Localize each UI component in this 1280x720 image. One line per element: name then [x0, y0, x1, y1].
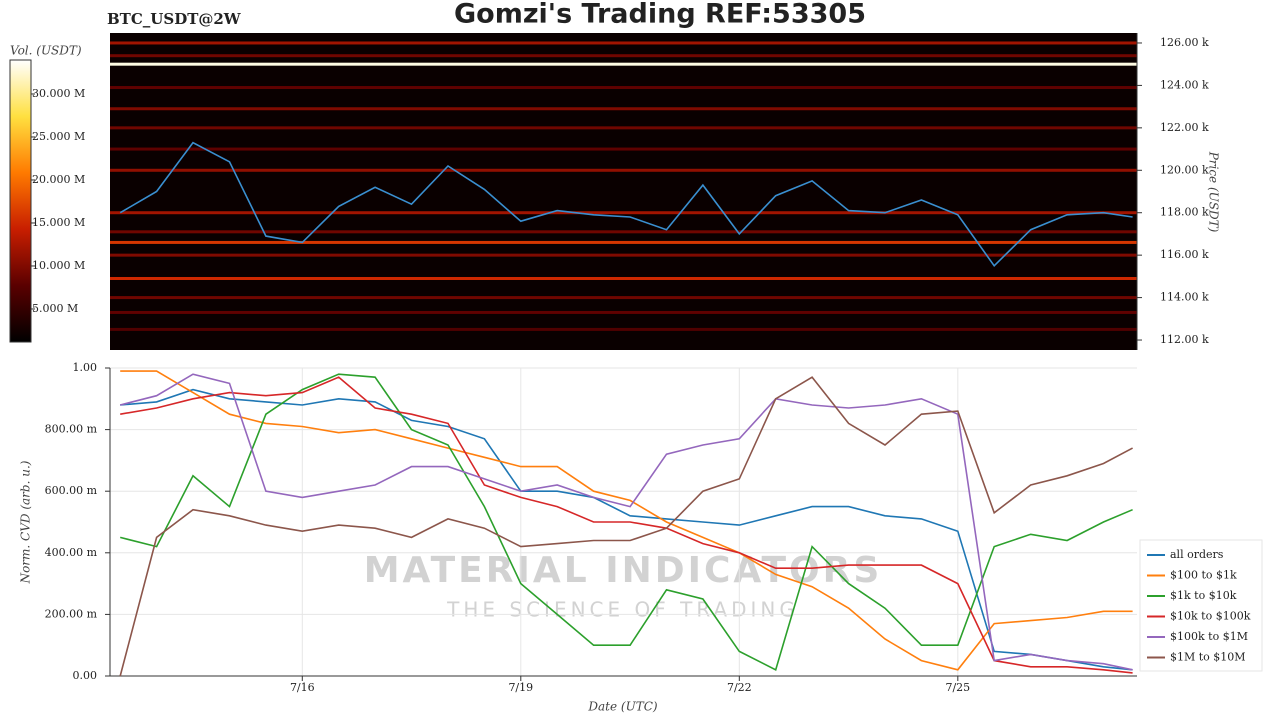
- series-line: [120, 376, 1133, 674]
- y-tick-label: 124.00 k: [1160, 78, 1209, 91]
- heat-level: [110, 327, 1137, 331]
- y-tick-label: 200.00 m: [45, 607, 98, 620]
- colorbar-tick-label: 15.000 M: [32, 216, 85, 229]
- heat-level: [110, 240, 1137, 244]
- heat-level: [110, 276, 1137, 280]
- x-tick-label: 7/22: [727, 681, 752, 694]
- colorbar-tick-label: 10.000 M: [32, 259, 85, 272]
- heat-level: [110, 54, 1137, 58]
- y-axis-title: Norm. CVD (arb. u.): [19, 460, 33, 584]
- colorbar-tick-label: 25.000 M: [32, 130, 85, 143]
- legend-box: [1139, 539, 1263, 672]
- y-tick-label: 118.00 k: [1160, 206, 1209, 219]
- heat-level: [110, 168, 1137, 172]
- watermark: MATERIAL INDICATORS: [364, 550, 883, 591]
- heat-level: [110, 296, 1137, 300]
- y-tick-label: 1.00: [73, 361, 98, 374]
- colorbar-label: Vol. (USDT): [10, 44, 82, 58]
- colorbar-tick-label: 20.000 M: [32, 173, 85, 186]
- heat-level: [110, 107, 1137, 111]
- colorbar-tick-label: 30.000 M: [32, 87, 85, 100]
- price-line: [119, 141, 1133, 268]
- heat-level: [110, 230, 1137, 234]
- legend-label: all orders: [1170, 548, 1224, 561]
- symbol: BTC_USDT@2W: [107, 10, 242, 28]
- series-line: [119, 376, 1133, 677]
- colorbar-tick-label: 5.000 M: [32, 302, 78, 315]
- y-tick-label: 0.00: [73, 669, 98, 682]
- x-axis-title: Date (UTC): [587, 700, 657, 714]
- heat-level: [110, 310, 1137, 314]
- heat-level: [110, 62, 1137, 66]
- y-tick-label: 122.00 k: [1160, 121, 1209, 134]
- colorbar: [9, 59, 32, 343]
- heat-level: [110, 86, 1137, 90]
- y-tick-label: 400.00 m: [45, 546, 98, 559]
- series-line: [120, 373, 1133, 671]
- watermark-sub: THE SCIENCE OF TRADING: [446, 598, 799, 622]
- y-tick-label: 114.00 k: [1160, 291, 1209, 304]
- heat-level: [110, 147, 1137, 151]
- legend-label: $100k to $1M: [1170, 630, 1248, 643]
- legend-label: $1M to $10M: [1170, 651, 1246, 664]
- y-tick-label: 120.00 k: [1160, 163, 1209, 176]
- chart-title: Gomzi's Trading REF:53305: [454, 0, 866, 30]
- y-tick-label: 116.00 k: [1160, 248, 1209, 261]
- legend-label: $1k to $10k: [1170, 589, 1237, 602]
- x-tick-label: 7/19: [508, 681, 533, 694]
- series-line: [120, 373, 1133, 671]
- x-tick-label: 7/16: [290, 681, 315, 694]
- y-tick-label: 600.00 m: [45, 484, 98, 497]
- x-tick-label: 7/25: [945, 681, 970, 694]
- y-axis-title: Price (USDT): [1207, 151, 1221, 233]
- heat-level: [110, 126, 1137, 130]
- y-tick-label: 800.00 m: [45, 423, 98, 436]
- y-tick-label: 112.00 k: [1160, 333, 1209, 346]
- legend-label: $10k to $100k: [1170, 610, 1251, 623]
- y-tick-label: 126.00 k: [1160, 36, 1209, 49]
- legend-label: $100 to $1k: [1170, 569, 1237, 582]
- series-line: [120, 370, 1133, 671]
- series-line: [120, 388, 1133, 671]
- heat-level: [110, 211, 1137, 215]
- heat-level: [110, 41, 1137, 45]
- heat-level: [110, 253, 1137, 257]
- plot-background: [110, 33, 1137, 350]
